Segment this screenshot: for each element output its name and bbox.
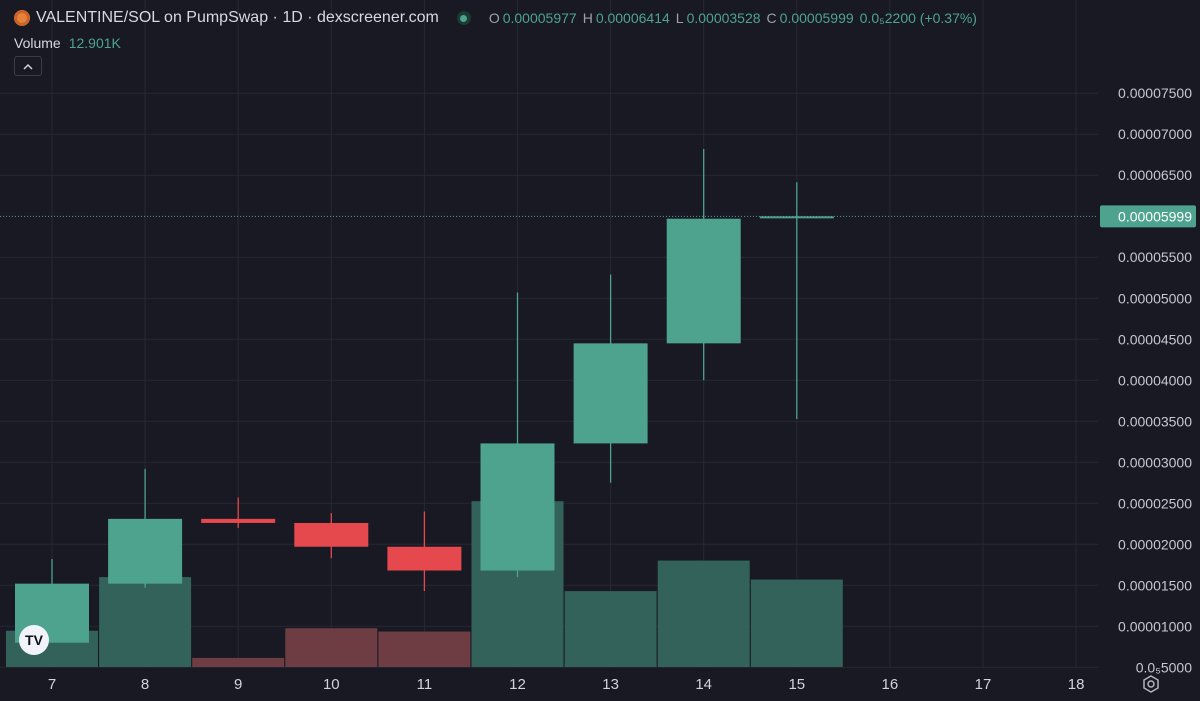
time-tick-label: 14 [695, 676, 712, 693]
candle-body [108, 518, 183, 584]
candle-body [387, 546, 462, 571]
tradingview-logo-text: TV [25, 632, 43, 648]
candle-body [573, 343, 648, 444]
volume-bar [750, 579, 843, 667]
price-tick-label: 0.00005500 [1118, 249, 1192, 265]
status-dot-icon [456, 11, 471, 25]
collapse-legend-button[interactable] [14, 56, 42, 76]
volume-value: 12.901K [68, 35, 121, 51]
open-label: O [488, 10, 500, 26]
price-candles [15, 148, 834, 643]
time-tick-label: 10 [323, 676, 340, 693]
time-tick-label: 7 [48, 676, 56, 693]
price-tick-label: 0.00002500 [1118, 495, 1192, 511]
time-tick-label: 11 [417, 676, 433, 693]
time-tick-label: 9 [234, 676, 242, 693]
time-axis[interactable]: 7 8 9 10 11 12 13 14 15 16 17 18 [48, 676, 1085, 693]
volume-bar [285, 628, 378, 667]
time-tick-label: 12 [509, 676, 526, 693]
chart-legend: VALENTINE/SOL on PumpSwap · 1D · dexscre… [14, 8, 983, 28]
last-price-tag: 0.00005999 [1100, 205, 1196, 228]
price-tick-label: 0.00006500 [1118, 167, 1192, 183]
token-logo-icon [14, 10, 30, 26]
price-tick-label: 0.00003000 [1118, 454, 1192, 470]
time-tick-label: 18 [1068, 676, 1085, 693]
low-value: 0.00003528 [686, 10, 761, 26]
high-value: 0.00006414 [595, 10, 670, 26]
volume-bar [192, 657, 285, 667]
price-tick-label: 0.00002000 [1118, 536, 1192, 552]
low-label: L [675, 10, 684, 26]
volume-legend: Volume 12.901K [14, 35, 121, 51]
time-tick-label: 13 [602, 676, 619, 693]
price-tick-label: 0.0₁₀1185 [1132, 699, 1192, 701]
candle-body [759, 216, 834, 219]
candle-body [480, 443, 555, 571]
volume-bar [564, 591, 657, 667]
price-tick-label: 0.00007000 [1118, 126, 1192, 142]
chevron-up-icon [23, 63, 33, 70]
volume-bar [378, 631, 471, 667]
price-tick-label: 0.00004500 [1118, 331, 1192, 347]
price-tick-label: 0.00001000 [1118, 618, 1192, 634]
volume-bars [6, 501, 843, 667]
close-value: 0.00005999 [779, 10, 854, 26]
candle-body [294, 522, 369, 547]
open-value: 0.00005977 [502, 10, 577, 26]
time-tick-label: 15 [788, 676, 805, 693]
volume-bar [99, 577, 192, 667]
time-tick-label: 8 [141, 676, 149, 693]
candle-body [666, 218, 741, 344]
time-tick-label: 16 [882, 676, 899, 693]
price-tick-label: 0.00001500 [1118, 577, 1192, 593]
price-tick-label: 0.0₅5000 [1136, 659, 1192, 675]
price-tick-label: 0.00007500 [1118, 85, 1192, 101]
chart-title: VALENTINE/SOL on PumpSwap · 1D · dexscre… [36, 9, 439, 26]
price-tick-label: 0.00003500 [1118, 413, 1192, 429]
price-axis[interactable]: 0.00007500 0.00007000 0.00006500 0.00005500… [1118, 85, 1192, 701]
price-tick-label: 0.00005000 [1118, 290, 1192, 306]
time-tick-label: 17 [975, 676, 992, 693]
price-tick-label: 0.00004000 [1118, 372, 1192, 388]
last-price-tag-label: 0.00005999 [1118, 208, 1192, 224]
change-value: 0.0₅2200 (+0.37%) [859, 10, 977, 26]
volume-bar [657, 560, 750, 667]
volume-label: Volume [14, 35, 61, 51]
high-label: H [582, 10, 593, 26]
tradingview-logo-icon[interactable]: TV [19, 625, 49, 655]
candle-body [201, 518, 276, 523]
last-price-tag-bg [1100, 205, 1196, 228]
gear-icon[interactable] [1141, 674, 1161, 694]
close-label: C [766, 10, 777, 26]
